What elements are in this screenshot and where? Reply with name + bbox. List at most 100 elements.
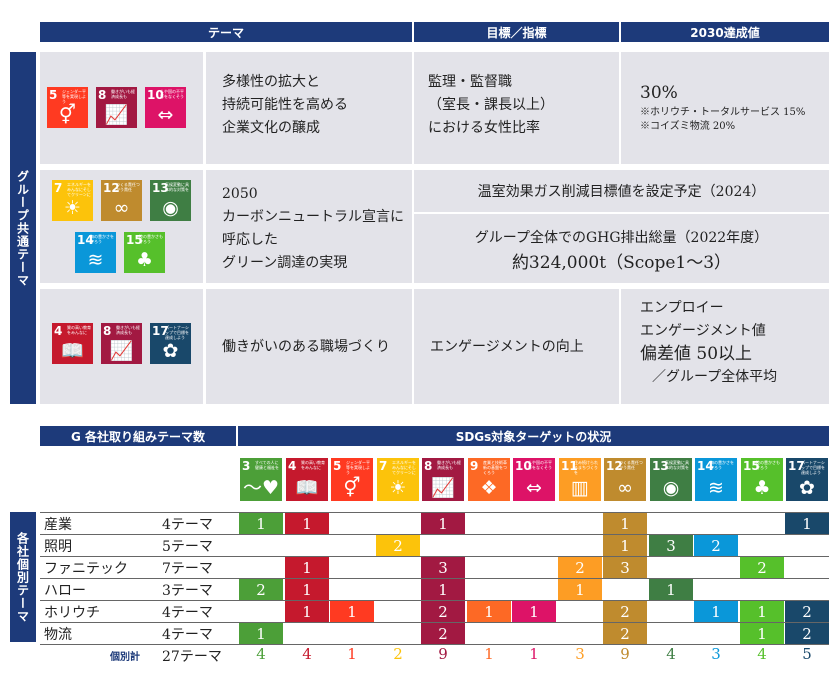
row3-theme-cell [206, 289, 412, 404]
row-divider [40, 622, 829, 623]
sdg-goal-8: 8 働きがいも経済成長も 📈 [422, 458, 464, 501]
sdg-goal-title: パートナーシップで目標を達成しよう [801, 460, 825, 475]
company-name: ハロー [44, 583, 86, 599]
sdg-goal-number: 11 [561, 459, 578, 473]
goal-count-cell: 1 [785, 513, 829, 534]
row1-theme-line: 多様性の拡大と [222, 74, 320, 90]
sdg-goal-8: 8 働きがいも経済成長も 📈 [96, 87, 137, 128]
equality-icon: ⇔ [526, 477, 542, 499]
row2-sdg-icons-top: 7 エネルギーをみんなにそしてクリーンに ☀ 12 つくる責任つかう責任 ∞ 13 気候変動に… [52, 180, 202, 222]
sdg-goal-number: 15 [126, 233, 143, 247]
sdg-goal-17: 17 パートナーシップで目標を達成しよう ✿ [786, 458, 828, 501]
growth-chart-icon: 📈 [104, 104, 129, 126]
company-grid: 産業 4テーマ 1 1 1 1 1 照明 5テーマ 2 1 3 2 ファニテック 7テーマ 1 3 2 3 2 ハロー 3… [40, 512, 829, 645]
sdg-goal-number: 9 [470, 459, 479, 473]
row1-value-note: ※コイズミ物流 20% [640, 121, 736, 132]
goal-total: 3 [711, 645, 721, 663]
row-divider [40, 556, 829, 557]
sdg-goal-8: 8 働きがいも経済成長も 📈 [101, 323, 142, 364]
goal-total: 1 [347, 645, 357, 663]
row2-theme-line: 2050 [222, 186, 258, 202]
goal-count-cell: 3 [603, 557, 647, 578]
goal-total: 2 [393, 645, 403, 663]
sdg-goal-title: 住み続けられるまちづくりを [574, 460, 598, 475]
goal-total: 1 [529, 645, 539, 663]
sdg-goal-14: 14 海の豊かさを守ろう ≋ [75, 232, 116, 273]
goal-count-cell: 1 [421, 513, 465, 534]
goal-count-cell: 2 [558, 557, 602, 578]
sdg-goal-number: 10 [515, 459, 532, 473]
sdg-goal-title: ジェンダー平等を実現しよう [62, 89, 86, 104]
goal-count-cell: 1 [285, 579, 329, 600]
goal-header-row: 3 すべての人に健康と福祉を 〜♥ 4 質の高い教育をみんなに 📖 5 ジェンダー平等を実現し… [238, 458, 829, 501]
sdg-goal-14: 14 海の豊かさを守ろう ≋ [695, 458, 737, 501]
sdg-goal-number: 10 [147, 88, 164, 102]
sdg-goal-number: 8 [424, 459, 433, 473]
sdg-goal-number: 14 [77, 233, 94, 247]
sdg-goal-title: 働きがいも経済成長も [111, 89, 135, 99]
totals-row: 個別計 27テーマ 4 4 1 2 9 1 1 3 9 4 3 4 5 [40, 644, 829, 666]
infinity-icon: ∞ [617, 477, 633, 499]
side-label-group: グループ共通テーマ [10, 52, 36, 404]
sdg-goal-number: 3 [242, 459, 251, 473]
goal-count-cell: 2 [603, 601, 647, 622]
row2-merged-top-cell [414, 170, 829, 212]
sdg-goal-number: 8 [103, 324, 112, 338]
sdg-goal-17: 17 パートナーシップで目標を達成しよう ✿ [150, 323, 191, 364]
sun-icon: ☀ [389, 477, 407, 499]
eye-globe-icon: ◉ [162, 197, 179, 219]
goal-count-cell: 1 [285, 513, 329, 534]
goal-count-cell: 2 [603, 623, 647, 644]
sdg-goal-title: ジェンダー平等を実現しよう [346, 460, 370, 475]
header-value-label: 2030達成値 [690, 25, 760, 40]
goal-count-cell: 1 [740, 623, 784, 644]
company-theme-count: 4テーマ [162, 627, 213, 643]
goal-count-cell: 1 [467, 601, 511, 622]
sdg-goal-title: 産業と技術革新の基盤をつくろう [483, 460, 507, 475]
company-name: 物流 [44, 627, 72, 643]
row3-theme-line: 働きがいのある職場づくり [222, 339, 390, 355]
row1-theme-line: 企業文化の醸成 [222, 120, 320, 136]
sdg-goal-7: 7 エネルギーをみんなにそしてクリーンに ☀ [377, 458, 419, 501]
sdg-goal-4: 4 質の高い教育をみんなに 📖 [286, 458, 328, 501]
goal-count-cell: 1 [239, 623, 283, 644]
goal-count-cell: 1 [740, 601, 784, 622]
sdg-goal-number: 4 [288, 459, 297, 473]
sdg-goal-number: 8 [98, 88, 107, 102]
heartbeat-icon: 〜♥ [242, 477, 280, 499]
row1-sdg-icons: 5 ジェンダー平等を実現しよう ⚥ 8 働きがいも経済成長も 📈 10 人や国の不平等をなくそ… [47, 87, 197, 129]
partnership-icon: ✿ [799, 477, 815, 499]
fish-icon: ≋ [708, 477, 724, 499]
sdg-goal-7: 7 エネルギーをみんなにそしてクリーンに ☀ [52, 180, 93, 221]
row2-ghg-value: 約324,000t（Scope1〜3） [511, 253, 732, 273]
company-theme-count: 4テーマ [162, 517, 213, 533]
row-divider [40, 534, 829, 535]
goal-count-cell: 1 [558, 579, 602, 600]
row1-target-line: 監理・監督職 [428, 74, 512, 90]
row2-sdg-icons-bottom: 14 海の豊かさを守ろう ≋ 15 陸の豊かさも守ろう ♣ [75, 232, 175, 274]
sdg-goal-5: 5 ジェンダー平等を実現しよう ⚥ [47, 87, 88, 128]
header-target-label: 目標／指標 [486, 25, 547, 40]
company-theme-count: 7テーマ [162, 561, 213, 577]
company-theme-count: 4テーマ [162, 605, 213, 621]
gender-icon: ⚥ [58, 104, 77, 126]
sdg-goal-number: 7 [54, 181, 63, 195]
sdg-goal-title: 働きがいも経済成長も [116, 325, 140, 335]
row3-value-line: ／グループ全体平均 [652, 369, 778, 385]
row1-value-cell [621, 52, 829, 164]
sdg-goal-number: 5 [49, 88, 58, 102]
goal-total: 4 [757, 645, 767, 663]
goal-count-cell: 2 [694, 535, 738, 556]
goal-count-cell: 3 [421, 557, 465, 578]
sdg-goal-title: つくる責任つかう責任 [619, 460, 643, 470]
header-company-themes: G 各社取り組みテーマ数 [40, 426, 236, 446]
sdg-goal-title: パートナーシップで目標を達成しよう [165, 325, 189, 340]
row1-target-line: （室長・課長以上） [428, 97, 554, 113]
sdg-goal-title: 人や国の不平等をなくそう [160, 89, 184, 99]
goal-count-cell: 1 [285, 557, 329, 578]
sdg-goal-10: 10 人や国の不平等をなくそう ⇔ [145, 87, 186, 128]
row2-merged-bottom: グループ全体でのGHG排出総量（2022年度） 約324,000t（Scope1… [414, 227, 829, 276]
row1-theme-line: 持続可能性を高める [222, 97, 348, 113]
sun-icon: ☀ [63, 197, 82, 219]
sdg-goal-5: 5 ジェンダー平等を実現しよう ⚥ [331, 458, 373, 501]
